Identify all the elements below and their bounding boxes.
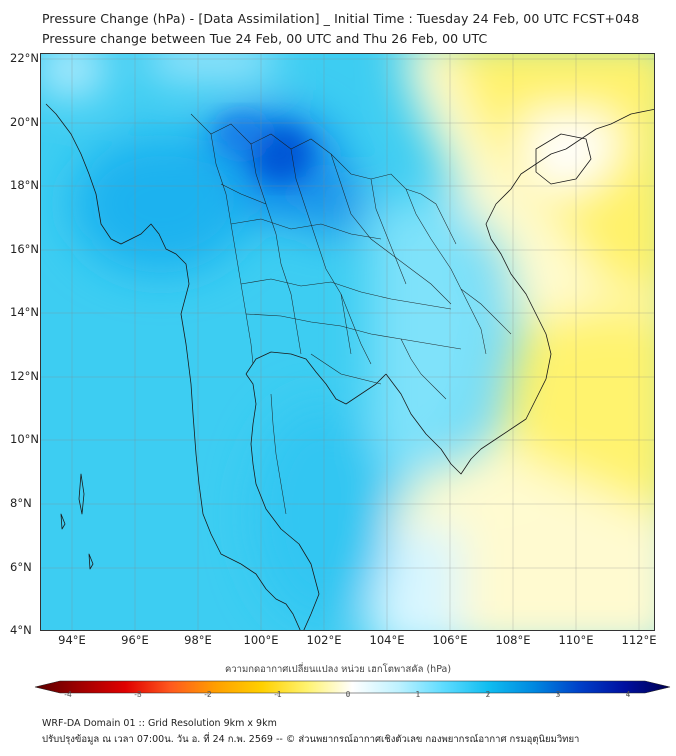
lon-label: 98°E <box>184 633 212 647</box>
lat-label: 10°N <box>10 432 39 446</box>
pressure-change-map[interactable] <box>40 53 655 631</box>
colorbar-tick-label: 3 <box>555 690 561 699</box>
colorbar-tick-label: -4 <box>64 690 72 699</box>
colorbar <box>34 680 671 696</box>
map-canvas <box>41 54 654 630</box>
colorbar-tick-label: 2 <box>485 690 491 699</box>
lon-label: 96°E <box>121 633 149 647</box>
colorbar-title: ความกดอากาศเปลี่ยนแปลง หน่วย เฮกโตพาสคัล… <box>224 664 452 675</box>
lon-label: 104°E <box>369 633 405 647</box>
colorbar-tick-label: -1 <box>274 690 282 699</box>
lon-label: 112°E <box>621 633 657 647</box>
colorbar-tick-label: 4 <box>625 690 631 699</box>
lon-label: 100°E <box>243 633 279 647</box>
footer-domain-info: WRF-DA Domain 01 :: Grid Resolution 9km … <box>42 718 277 729</box>
lat-label: 8°N <box>10 496 32 510</box>
lat-label: 20°N <box>10 115 39 129</box>
lon-label: 94°E <box>58 633 86 647</box>
lon-label: 108°E <box>495 633 531 647</box>
lat-label: 14°N <box>10 305 39 319</box>
colorbar-ticks: -4 -3 -2 -1 0 1 2 3 4 <box>0 690 676 704</box>
lat-label: 12°N <box>10 369 39 383</box>
footer-credit: ปรับปรุงข้อมูล ณ เวลา 07:00น. วัน อ. ที่… <box>42 734 580 745</box>
lon-label: 102°E <box>306 633 342 647</box>
lat-label: 4°N <box>10 623 32 637</box>
colorbar-tick-label: 0 <box>345 690 351 699</box>
map-title-line-2: Pressure change between Tue 24 Feb, 00 U… <box>42 31 488 46</box>
province-borders <box>190 113 512 515</box>
lat-label: 16°N <box>10 242 39 256</box>
lat-label: 18°N <box>10 178 39 192</box>
colorbar-tick-label: 1 <box>415 690 421 699</box>
lon-label: 110°E <box>558 633 594 647</box>
lat-label: 6°N <box>10 560 32 574</box>
map-title-line-1: Pressure Change (hPa) - [Data Assimilati… <box>42 11 640 26</box>
colorbar-tick-label: -2 <box>204 690 212 699</box>
graticule <box>41 54 654 630</box>
lon-label: 106°E <box>432 633 468 647</box>
colorbar-gradient <box>34 680 671 694</box>
colorbar-tick-label: -3 <box>134 690 142 699</box>
coastlines <box>45 103 654 630</box>
lat-label: 22°N <box>10 51 39 65</box>
